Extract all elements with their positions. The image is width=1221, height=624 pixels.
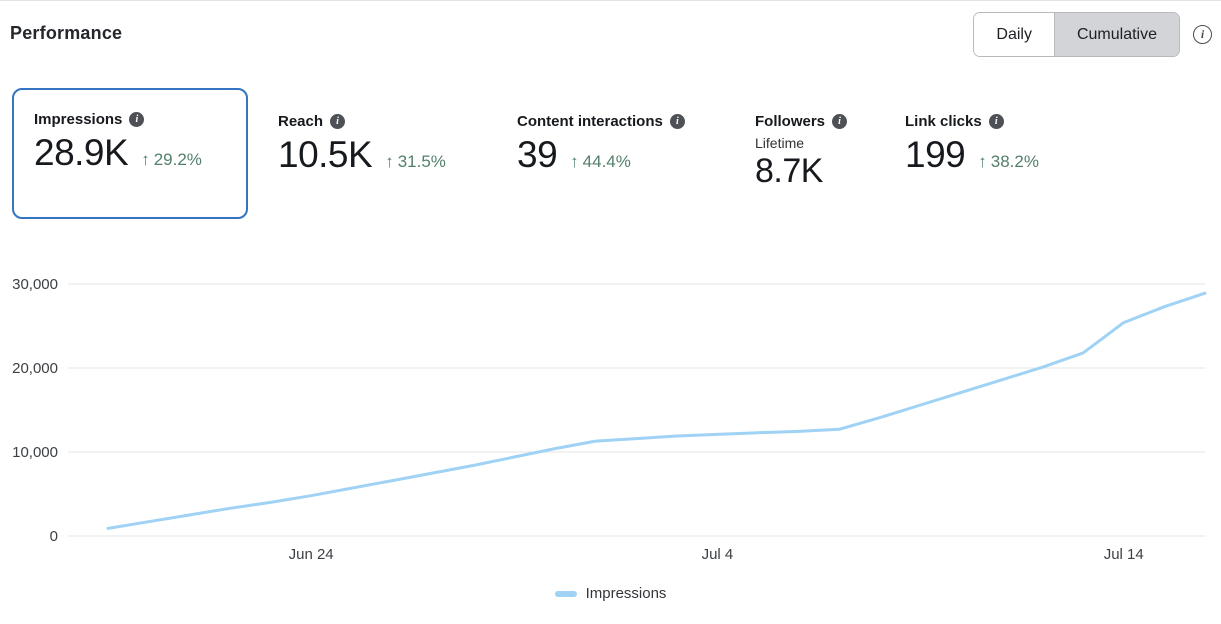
metric-value: 8.7K xyxy=(755,152,823,190)
metric-change: ↑ 44.4% xyxy=(570,152,631,172)
y-axis-tick-label: 20,000 xyxy=(12,360,58,377)
up-arrow-icon: ↑ xyxy=(385,152,394,171)
impressions-line-chart[interactable]: 0 10,000 20,000 30,000 Jun 24 Jul 4 Jul 14 xyxy=(0,261,1221,571)
metric-sublabel: Lifetime xyxy=(755,135,805,151)
metric-card-reach[interactable]: Reach i 10.5K ↑ 31.5% xyxy=(278,88,517,219)
y-axis-tick-label: 0 xyxy=(50,528,58,545)
chart-legend: Impressions xyxy=(0,585,1221,602)
impressions-series-line xyxy=(106,291,1207,530)
metric-card-link-clicks[interactable]: Link clicks i 199 ↑ 38.2% xyxy=(905,88,1155,219)
up-arrow-icon: ↑ xyxy=(570,152,579,171)
metric-change: ↑ 31.5% xyxy=(385,152,446,172)
performance-header: Performance Daily Cumulative i xyxy=(0,1,1221,71)
metric-change-percent: 44.4% xyxy=(582,152,631,171)
page-title: Performance xyxy=(10,23,123,43)
info-icon[interactable]: i xyxy=(129,112,145,127)
metric-card-followers[interactable]: Followers i Lifetime 8.7K xyxy=(755,88,905,219)
metric-value: 28.9K xyxy=(34,132,129,173)
metric-change-percent: 38.2% xyxy=(990,152,1039,171)
info-icon[interactable]: i xyxy=(832,114,848,129)
info-icon[interactable]: i xyxy=(669,114,685,129)
metric-change: ↑ 29.2% xyxy=(141,150,202,170)
toggle-cumulative-button[interactable]: Cumulative xyxy=(1053,13,1179,56)
metric-card-impressions[interactable]: Impressions i 28.9K ↑ 29.2% xyxy=(12,88,248,219)
metric-change: ↑ 38.2% xyxy=(978,152,1039,172)
info-icon[interactable]: i xyxy=(330,114,346,129)
y-axis-tick-label: 10,000 xyxy=(12,444,58,461)
view-toggle-group: Daily Cumulative xyxy=(973,12,1180,57)
metric-change-percent: 29.2% xyxy=(153,150,202,169)
metric-label: Reach xyxy=(278,113,324,130)
metric-change-percent: 31.5% xyxy=(397,152,446,171)
up-arrow-icon: ↑ xyxy=(978,152,987,171)
metric-label: Followers xyxy=(755,113,826,130)
metric-card-content-interactions[interactable]: Content interactions i 39 ↑ 44.4% xyxy=(517,88,755,219)
metric-value: 39 xyxy=(517,134,558,175)
metric-value: 10.5K xyxy=(278,134,373,175)
legend-label: Impressions xyxy=(585,585,667,602)
metric-label: Link clicks xyxy=(905,113,982,130)
legend-dash-icon xyxy=(554,590,577,597)
up-arrow-icon: ↑ xyxy=(141,150,150,169)
metric-label: Content interactions xyxy=(517,113,663,130)
metric-value: 199 xyxy=(905,134,966,175)
metric-label: Impressions xyxy=(34,111,123,128)
x-axis-tick-label: Jul 14 xyxy=(1104,546,1144,563)
y-axis-tick-label: 30,000 xyxy=(12,276,58,293)
info-icon[interactable]: i xyxy=(988,114,1004,129)
toggle-daily-button[interactable]: Daily xyxy=(974,13,1054,56)
x-axis-tick-label: Jun 24 xyxy=(289,546,334,563)
info-icon[interactable]: i xyxy=(1193,25,1212,44)
chart-area: 0 10,000 20,000 30,000 Jun 24 Jul 4 Jul 14 Imp… xyxy=(0,261,1221,602)
metric-cards-row: Impressions i 28.9K ↑ 29.2% Reach i 10.5… xyxy=(12,88,1221,219)
x-axis-tick-label: Jul 4 xyxy=(702,546,734,563)
